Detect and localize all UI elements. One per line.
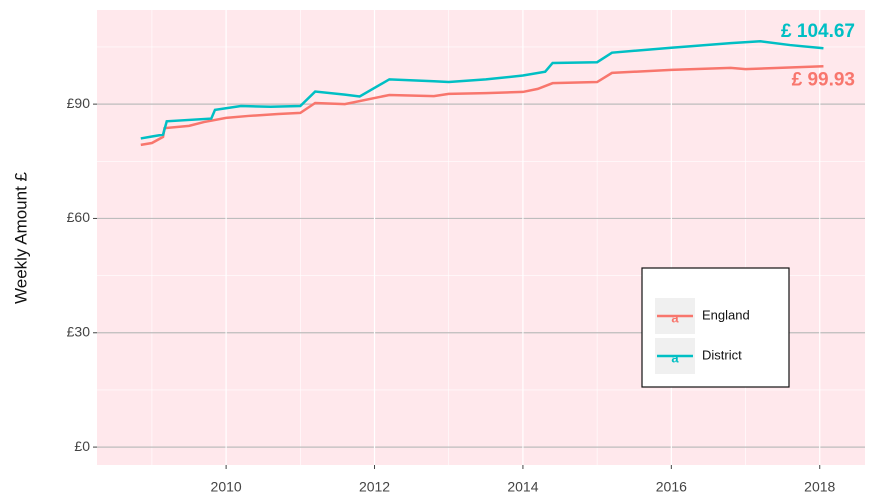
x-tick-label: 2016: [656, 479, 687, 495]
line: [140, 65, 824, 147]
legend-label: District: [702, 347, 742, 362]
y-tick-label: £0: [74, 438, 90, 454]
x-tick-label: 2014: [507, 479, 538, 495]
plot-background: [97, 10, 865, 465]
x-tick-label: 2018: [804, 479, 835, 495]
x-tick-label: 2010: [211, 479, 242, 495]
x-tick-label: 2012: [359, 479, 390, 495]
legend-key-glyph: a: [671, 350, 679, 365]
y-axis-title: Weekly Amount £: [11, 171, 30, 304]
legend-label: England: [702, 307, 750, 322]
end-label: £ 99.93: [792, 69, 855, 90]
y-tick-label: £30: [67, 323, 91, 339]
end-label: £ 104.67: [781, 21, 855, 42]
y-tick-label: £90: [67, 95, 91, 111]
legend-key-glyph: a: [671, 310, 679, 325]
line: [140, 39, 824, 140]
y-tick-label: £60: [67, 209, 91, 225]
